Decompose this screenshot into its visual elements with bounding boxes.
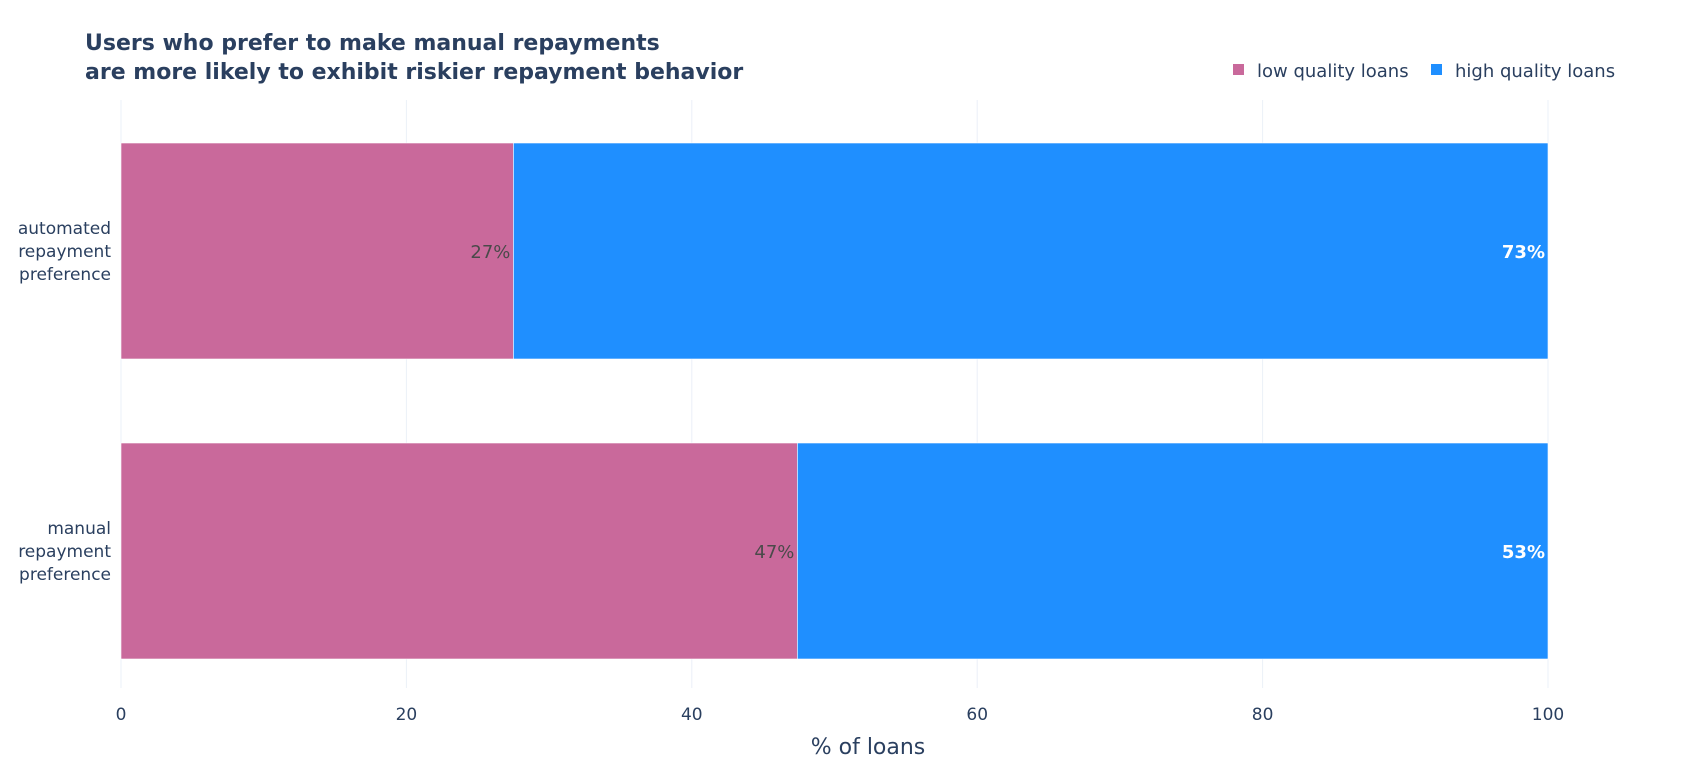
x-axis-title: % of loans	[811, 735, 926, 760]
legend-swatch-high-quality-loans	[1431, 64, 1442, 75]
bars	[120, 142, 1549, 660]
x-tick-label-0: 0	[116, 705, 127, 725]
y-tick-label-0: automated repayment preference	[18, 219, 111, 285]
y-tick-label-1-line-0: manual	[47, 519, 111, 539]
chart-title-line-1: Users who prefer to make manual repaymen…	[85, 31, 660, 56]
legend-label-low-quality-loans: low quality loans	[1257, 61, 1409, 82]
legend-item-low-quality-loans[interactable]: low quality loans	[1233, 61, 1409, 82]
bar-high-quality-loans-1[interactable]	[797, 442, 1549, 660]
chart-title-line-2: are more likely to exhibit riskier repay…	[85, 60, 743, 85]
y-tick-label-0-line-1: repayment	[18, 242, 111, 262]
bar-label-low-quality-loans-0: 27%	[470, 242, 510, 263]
x-tick-label-20: 20	[396, 705, 418, 725]
y-axis-tick-labels: automated repayment preference manual repaym…	[18, 219, 111, 585]
y-tick-label-1-line-1: repayment	[18, 542, 111, 562]
bar-label-low-quality-loans-1: 47%	[754, 542, 794, 563]
legend-swatch-low-quality-loans	[1233, 64, 1244, 75]
legend: low quality loans high quality loans	[1233, 61, 1615, 82]
bar-low-quality-loans-0[interactable]	[120, 142, 514, 360]
x-tick-label-100: 100	[1532, 705, 1564, 725]
x-axis-tick-labels: 0 20 40 60 80 100	[116, 705, 1565, 725]
x-tick-label-60: 60	[966, 705, 988, 725]
bar-low-quality-loans-1[interactable]	[120, 442, 798, 660]
bar-label-high-quality-loans-0: 73%	[1502, 242, 1545, 263]
legend-item-high-quality-loans[interactable]: high quality loans	[1431, 61, 1615, 82]
bar-high-quality-loans-0[interactable]	[513, 142, 1549, 360]
bar-label-high-quality-loans-1: 53%	[1502, 542, 1545, 563]
x-tick-label-80: 80	[1252, 705, 1274, 725]
y-tick-label-1: manual repayment preference	[18, 519, 111, 585]
bar-labels: 27% 73% 47% 53%	[470, 242, 1545, 563]
y-tick-label-1-line-2: preference	[19, 565, 111, 585]
y-tick-label-0-line-2: preference	[19, 265, 111, 285]
y-tick-label-0-line-0: automated	[18, 219, 111, 239]
x-tick-label-40: 40	[681, 705, 703, 725]
legend-label-high-quality-loans: high quality loans	[1455, 61, 1615, 82]
chart-title: Users who prefer to make manual repaymen…	[85, 31, 743, 85]
